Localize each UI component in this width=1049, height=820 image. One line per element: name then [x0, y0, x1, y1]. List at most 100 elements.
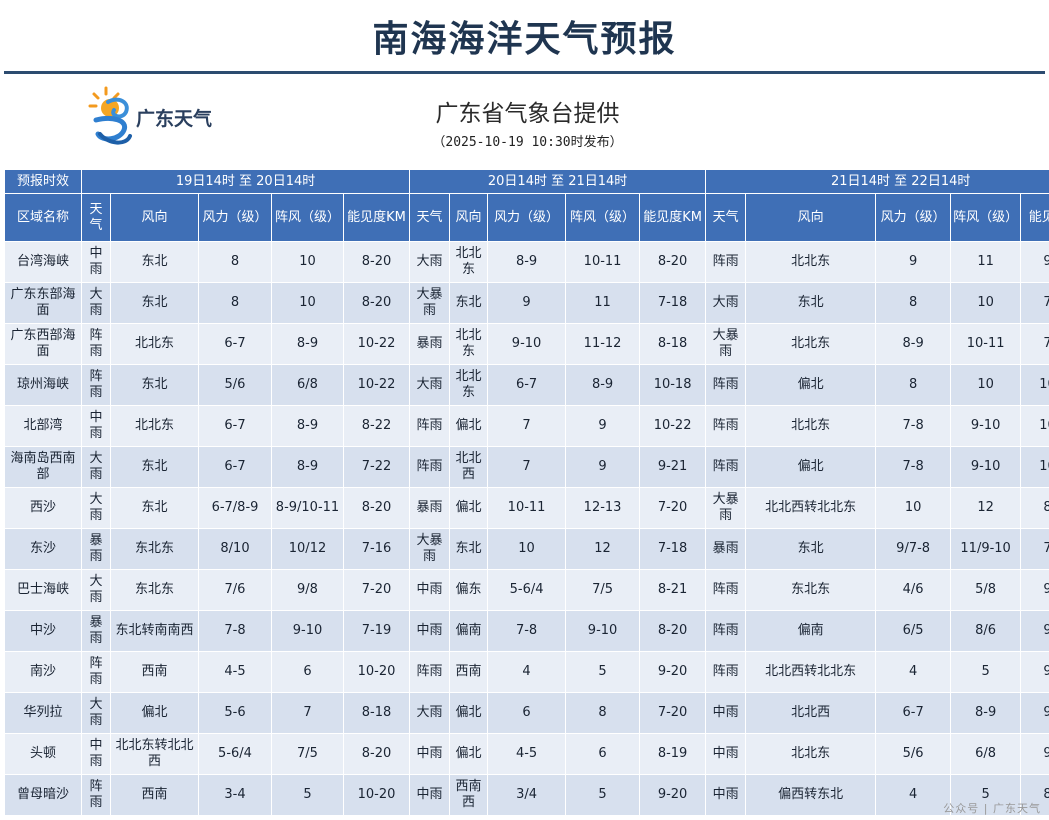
cell-visibility: 10-22: [1020, 405, 1049, 447]
cell-visibility: 10-22: [342, 364, 411, 406]
cell-gust: 8-9: [271, 405, 344, 447]
cell-gust: 5: [950, 651, 1022, 693]
watermark: 公众号 | 广东天气: [943, 802, 1041, 815]
region-name: 北部湾: [4, 405, 82, 447]
cell-visibility: 8-20: [639, 610, 707, 652]
cell-gust: 5: [271, 774, 344, 816]
cell-wind-direction: 北北东: [110, 405, 199, 447]
cell-visibility: 10-22: [639, 405, 707, 447]
cell-wind-direction: 偏北: [449, 487, 489, 529]
cell-visibility: 9-21: [1020, 610, 1049, 652]
cell-wind-force: 8/10: [198, 528, 272, 570]
cell-gust: 9-10: [565, 610, 641, 652]
cell-wind-direction: 东北东: [110, 569, 199, 611]
period-header-1: 19日14时 至 20日14时: [80, 169, 411, 194]
cell-wind-direction: 偏南: [449, 610, 489, 652]
region-name: 头顿: [4, 733, 82, 775]
cell-wind-direction: 偏西转东北: [745, 774, 877, 816]
cell-weather: 中雨: [705, 774, 747, 816]
cell-wind-direction: 偏东: [449, 569, 489, 611]
region-name: 西沙: [4, 487, 82, 529]
cell-wind-force: 9: [487, 282, 567, 324]
cell-gust: 10/12: [271, 528, 344, 570]
cell-weather: 中雨: [81, 241, 111, 283]
cell-wind-direction: 东北东: [745, 569, 877, 611]
cell-wind-direction: 东北: [110, 364, 199, 406]
cell-gust: 5: [565, 774, 641, 816]
cell-visibility: 8-19: [639, 733, 707, 775]
cell-visibility: 9-20: [639, 774, 707, 816]
cell-weather: 中雨: [705, 733, 747, 775]
cell-wind-force: 4-5: [198, 651, 272, 693]
cell-weather: 中雨: [81, 733, 111, 775]
cell-visibility: 8-20: [342, 487, 411, 529]
cell-visibility: 10-20: [342, 651, 411, 693]
cell-weather: 阵雨: [81, 364, 111, 406]
cell-visibility: 10-22: [342, 323, 411, 365]
cell-weather: 阵雨: [81, 323, 111, 365]
cell-wind-force: 3-4: [198, 774, 272, 816]
cell-weather: 阵雨: [705, 610, 747, 652]
cell-gust: 10: [271, 282, 344, 324]
cell-wind-force: 6-7: [198, 405, 272, 447]
cell-gust: 10: [271, 241, 344, 283]
cell-wind-direction: 西南西: [449, 774, 489, 816]
col-header-gust: 阵风（级）: [271, 193, 344, 242]
cell-wind-direction: 北北东: [449, 364, 489, 406]
cell-wind-direction: 北北东: [745, 405, 877, 447]
cell-gust: 11-12: [565, 323, 641, 365]
cell-wind-direction: 东北: [449, 528, 489, 570]
cell-weather: 大雨: [81, 569, 111, 611]
col-header-wind-force: 风力（级）: [198, 193, 272, 242]
cell-visibility: 7-19: [342, 610, 411, 652]
cell-wind-direction: 偏北: [449, 405, 489, 447]
table-row: 曾母暗沙阵雨西南3-4510-20中雨西南西3/459-20中雨偏西转东北458…: [4, 774, 1049, 816]
cell-weather: 暴雨: [705, 528, 747, 570]
cell-gust: 11/9-10: [950, 528, 1022, 570]
table-row: 西沙 大雨 东北 6-7/8-9 8-9/10-11 8-20 暴雨 偏北 10-11 12-13…: [4, 487, 1049, 529]
col-header-region: 区域名称: [4, 193, 82, 242]
cell-gust: 10: [950, 282, 1022, 324]
cell-weather: 阵雨: [81, 651, 111, 693]
cell-weather: 大雨: [705, 282, 747, 324]
col-header-weather: 天气: [409, 193, 451, 242]
table-row: 中沙 暴雨 东北转南南西 7-8 9-10 7-19 中雨 偏南 7-8 9-10 8-20 阵雨 偏南…: [4, 610, 1049, 652]
cell-weather: 阵雨: [409, 405, 451, 447]
cell-visibility: 8-20: [342, 733, 411, 775]
cell-wind-force: 9/7-8: [875, 528, 952, 570]
cell-weather: 大雨: [81, 282, 111, 324]
cell-wind-direction: 北北东: [745, 323, 877, 365]
cell-gust: 8: [565, 692, 641, 734]
region-name: 中沙: [4, 610, 82, 652]
guangdong-weather-logo: [88, 86, 132, 145]
cell-wind-direction: 东北: [110, 487, 199, 529]
cell-visibility: 9-21: [639, 446, 707, 488]
cell-wind-direction: 北北东: [449, 323, 489, 365]
cell-wind-force: 9-10: [487, 323, 567, 365]
period-header-3: 21日14时 至 22日14时: [705, 169, 1049, 194]
cell-wind-direction: 北北东: [745, 733, 877, 775]
cell-wind-direction: 偏北: [745, 446, 877, 488]
cell-weather: 阵雨: [705, 569, 747, 611]
col-header-wind-direction: 风向: [745, 193, 877, 242]
cell-gust: 7/5: [565, 569, 641, 611]
cell-weather: 大雨: [81, 487, 111, 529]
table-row: 广东西部海面 阵雨 北北东 6-7 8-9 10-22 暴雨 北北东 9-10 11-12 8-18…: [4, 323, 1049, 365]
cell-gust: 9-10: [271, 610, 344, 652]
cell-wind-force: 4/6: [875, 569, 952, 611]
cell-visibility: 8-22: [342, 405, 411, 447]
cell-wind-direction: 北北东: [110, 323, 199, 365]
region-name: 广东东部海面: [4, 282, 82, 324]
cell-wind-force: 3/4: [487, 774, 567, 816]
cell-weather: 大雨: [409, 692, 451, 734]
cell-visibility: 8-21: [639, 569, 707, 611]
cell-weather: 阵雨: [705, 364, 747, 406]
cell-visibility: 9-21: [1020, 692, 1049, 734]
cell-visibility: 9-21: [1020, 733, 1049, 775]
col-header-wind-force: 风力（级）: [487, 193, 567, 242]
cell-weather: 阵雨: [81, 774, 111, 816]
cell-gust: 12: [565, 528, 641, 570]
col-header-gust: 阵风（级）: [565, 193, 641, 242]
cell-wind-direction: 偏北: [745, 364, 877, 406]
cell-gust: 6: [271, 651, 344, 693]
